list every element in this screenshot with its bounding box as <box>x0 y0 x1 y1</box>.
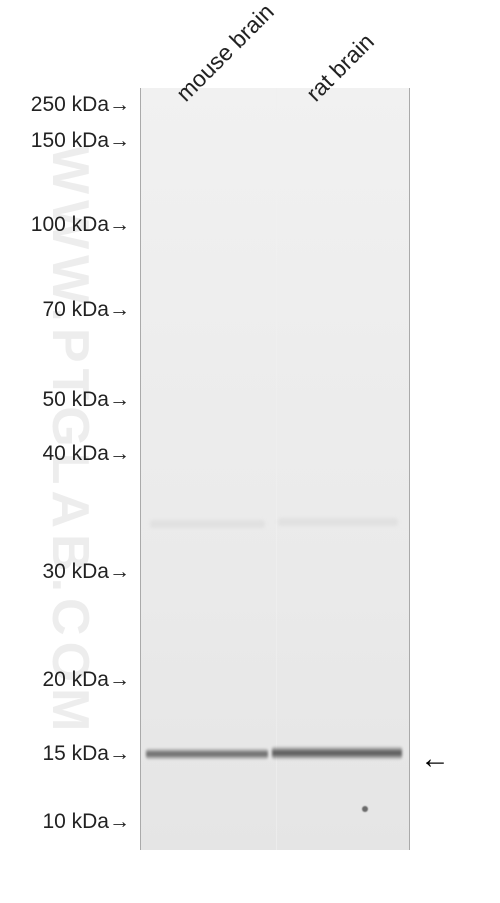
lane-divider <box>276 88 277 850</box>
marker-label: 150 kDa→ <box>0 129 130 153</box>
marker-label: 20 kDa→ <box>0 668 130 692</box>
marker-label: 30 kDa→ <box>0 560 130 584</box>
marker-label: 15 kDa→ <box>0 742 130 766</box>
marker-label: 250 kDa→ <box>0 93 130 117</box>
marker-label: 40 kDa→ <box>0 442 130 466</box>
membrane-background <box>141 88 409 850</box>
blot-membrane <box>140 88 410 850</box>
target-band-arrow: ← <box>420 742 450 776</box>
protein-band <box>146 748 268 760</box>
artifact-dot <box>362 806 368 812</box>
marker-label: 70 kDa→ <box>0 298 130 322</box>
marker-label: 10 kDa→ <box>0 810 130 834</box>
marker-label: 100 kDa→ <box>0 213 130 237</box>
protein-band <box>272 746 402 760</box>
marker-label: 50 kDa→ <box>0 388 130 412</box>
faint-band <box>150 520 265 528</box>
faint-band <box>278 518 398 526</box>
